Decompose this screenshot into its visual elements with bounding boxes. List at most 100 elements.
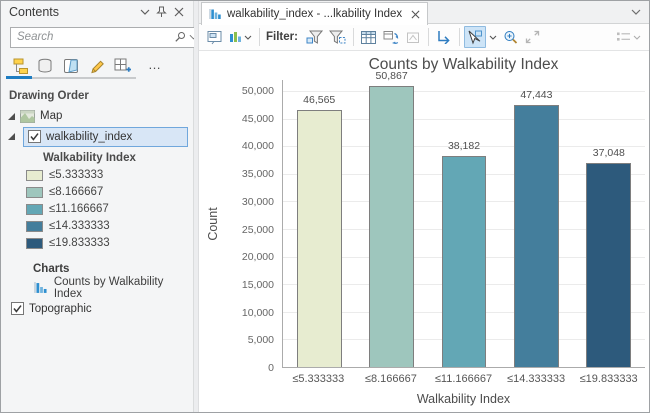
bar[interactable] bbox=[442, 156, 487, 367]
y-tick-label: 25,000 bbox=[213, 224, 274, 236]
map-label: Map bbox=[40, 110, 62, 122]
basemap-label: Topographic bbox=[29, 303, 92, 315]
grid-plus-icon bbox=[114, 58, 132, 74]
charts-heading: Charts bbox=[1, 261, 193, 276]
tab-list-by-data-source[interactable] bbox=[32, 55, 58, 79]
filter-extent-icon bbox=[306, 30, 323, 44]
x-axis-title: Walkability Index bbox=[282, 392, 645, 406]
tree-item-map[interactable]: Map bbox=[1, 107, 193, 125]
y-tick-label: 35,000 bbox=[213, 168, 274, 180]
legend-list-icon bbox=[616, 31, 631, 43]
plot-area: 46,56550,86738,18247,44337,048 bbox=[282, 80, 645, 368]
toolbar-separator bbox=[459, 28, 460, 46]
expand-triangle-icon[interactable] bbox=[8, 133, 15, 140]
toolbar-separator bbox=[428, 28, 429, 46]
search-box bbox=[10, 27, 203, 48]
chart-title: Counts by Walkability Index bbox=[282, 56, 645, 74]
toolbar-separator bbox=[259, 28, 260, 46]
toolbar-separator bbox=[353, 28, 354, 46]
legend-options-button[interactable] bbox=[613, 26, 644, 48]
database-icon bbox=[37, 58, 53, 74]
tab-list-by-selection[interactable] bbox=[58, 55, 84, 79]
y-tick-label: 50,000 bbox=[213, 85, 274, 97]
chart-type-button[interactable] bbox=[226, 26, 255, 48]
bar[interactable] bbox=[297, 110, 342, 367]
tree-item-layer[interactable]: walkability_index bbox=[1, 126, 193, 147]
tab-list-by-labeling[interactable] bbox=[110, 55, 136, 79]
y-tick-label: 0 bbox=[213, 362, 274, 374]
bar[interactable] bbox=[514, 105, 559, 367]
y-tick-label: 20,000 bbox=[213, 251, 274, 263]
filter-label: Filter: bbox=[266, 31, 298, 43]
chart-type-icon bbox=[229, 31, 242, 43]
clear-selection-button[interactable] bbox=[402, 26, 424, 48]
bar[interactable] bbox=[586, 163, 631, 367]
chevron-down-icon bbox=[140, 9, 150, 15]
search-input[interactable] bbox=[17, 31, 171, 43]
clear-selection-icon bbox=[406, 31, 420, 44]
y-tick-label: 10,000 bbox=[213, 307, 274, 319]
search-icon[interactable] bbox=[174, 31, 186, 43]
chart-toolbar: Filter: bbox=[199, 24, 649, 51]
arcgis-pro-window: Contents bbox=[0, 0, 650, 413]
full-extent-button[interactable] bbox=[522, 26, 544, 48]
zoom-in-button[interactable] bbox=[500, 26, 522, 48]
close-panel-button[interactable] bbox=[170, 4, 187, 20]
x-tick-label: ≤8.166667 bbox=[355, 373, 428, 385]
y-tick-label: 15,000 bbox=[213, 279, 274, 291]
checkbox-checked-icon[interactable] bbox=[11, 302, 24, 315]
filter-by-selection-button[interactable] bbox=[326, 26, 349, 48]
x-tick-label: ≤19.833333 bbox=[572, 373, 645, 385]
legend-item[interactable]: ≤8.166667 bbox=[1, 184, 193, 200]
properties-icon bbox=[207, 30, 223, 45]
legend-label: ≤11.166667 bbox=[49, 203, 109, 215]
close-tab-button[interactable] bbox=[411, 10, 420, 19]
pin-button[interactable] bbox=[153, 4, 170, 20]
legend-swatch bbox=[26, 238, 43, 249]
contents-tree: Map walkability_index Walkability Index … bbox=[1, 107, 193, 317]
show-table-button[interactable] bbox=[358, 26, 380, 48]
tab-list-chevron-button[interactable] bbox=[631, 9, 641, 15]
bar-value-label: 38,182 bbox=[428, 140, 500, 152]
chevron-down-icon bbox=[489, 35, 497, 40]
select-cursor-icon bbox=[467, 30, 483, 45]
selected-layer-highlight[interactable]: walkability_index bbox=[23, 127, 188, 147]
legend-item[interactable]: ≤5.333333 bbox=[1, 167, 193, 183]
more-tabs-button[interactable]: … bbox=[142, 55, 168, 79]
contents-panel-header: Contents bbox=[1, 1, 193, 23]
panel-menu-button[interactable] bbox=[136, 4, 153, 20]
checkbox-checked-icon[interactable] bbox=[28, 130, 41, 143]
drawing-order-icon bbox=[10, 58, 28, 74]
zoom-in-icon bbox=[503, 30, 518, 45]
select-tool-button[interactable] bbox=[464, 26, 486, 48]
chart-item-label: Counts by Walkability Index bbox=[54, 276, 193, 300]
tab-list-by-editing[interactable] bbox=[84, 55, 110, 79]
select-tool-dropdown[interactable] bbox=[486, 26, 500, 48]
expand-triangle-icon[interactable] bbox=[8, 113, 15, 120]
chart-properties-button[interactable] bbox=[204, 26, 226, 48]
legend-label: ≤14.333333 bbox=[49, 220, 110, 232]
legend-swatch bbox=[26, 187, 43, 198]
chart-document-tab[interactable]: walkability_index - ...lkability Index bbox=[201, 2, 428, 25]
bar-slot: 50,867 bbox=[355, 80, 427, 367]
swap-axes-button[interactable] bbox=[433, 26, 455, 48]
legend-item[interactable]: ≤11.166667 bbox=[1, 201, 193, 217]
bar-chart-icon bbox=[34, 281, 48, 294]
chevron-down-icon bbox=[244, 35, 252, 40]
filter-by-extent-button[interactable] bbox=[303, 26, 326, 48]
chart-canvas[interactable]: Counts by Walkability Index Count 05,000… bbox=[199, 51, 649, 412]
legend-swatch bbox=[26, 170, 43, 181]
tab-list-by-drawing-order[interactable] bbox=[6, 55, 32, 79]
bar-slot: 38,182 bbox=[428, 80, 500, 367]
x-axis-ticks: ≤5.333333≤8.166667≤11.166667≤14.333333≤1… bbox=[282, 373, 645, 385]
legend-item[interactable]: ≤19.833333 bbox=[1, 235, 193, 251]
tree-item-basemap[interactable]: Topographic bbox=[1, 300, 193, 317]
bar[interactable] bbox=[369, 86, 414, 367]
legend-items: ≤5.333333≤8.166667 ≤11.166667 ≤14.333333 ≤1… bbox=[1, 167, 193, 251]
switch-selection-button[interactable] bbox=[380, 26, 402, 48]
x-tick-label: ≤11.166667 bbox=[427, 373, 500, 385]
legend-item[interactable]: ≤14.333333 bbox=[1, 218, 193, 234]
switch-selection-icon bbox=[383, 30, 399, 44]
y-tick-label: 5,000 bbox=[213, 334, 274, 346]
tree-item-chart[interactable]: Counts by Walkability Index bbox=[1, 279, 193, 296]
